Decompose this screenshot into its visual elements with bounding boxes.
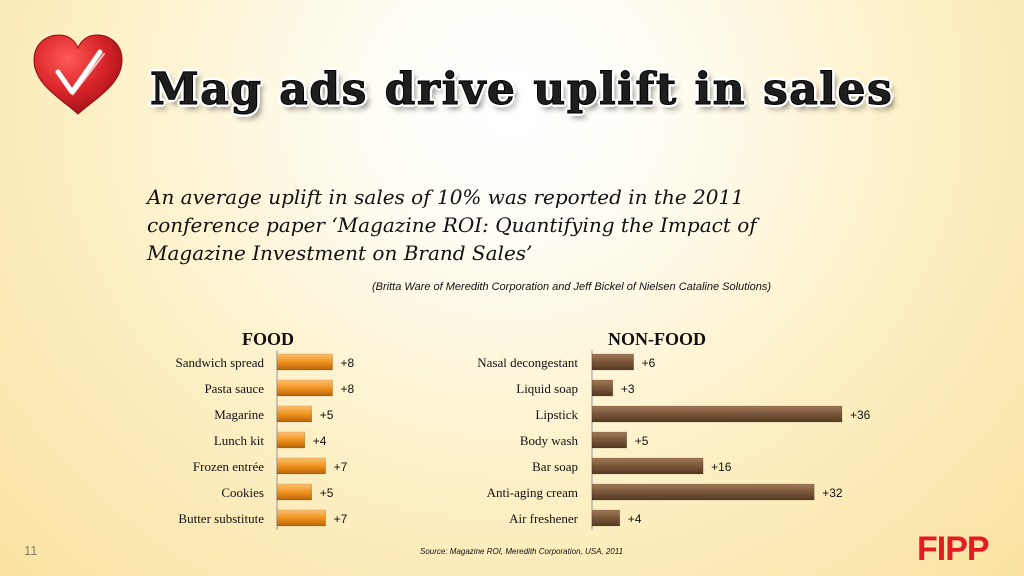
nonfood-data-label: +5 xyxy=(635,434,649,448)
source-note: Source: Magazine ROI, Meredith Corporati… xyxy=(420,547,624,556)
nonfood-category-label: Body wash xyxy=(520,433,579,448)
nonfood-category-label: Nasal decongestant xyxy=(477,355,578,370)
food-data-label: +8 xyxy=(341,382,355,396)
nonfood-data-label: +36 xyxy=(850,408,871,422)
nonfood-category-label: Bar soap xyxy=(532,459,578,474)
nonfood-bar xyxy=(591,431,627,449)
nonfood-category-label: Anti-aging cream xyxy=(487,485,578,500)
food-bar xyxy=(276,353,333,371)
food-category-label: Butter substitute xyxy=(178,511,264,526)
attribution-text: (Britta Ware of Meredith Corporation and… xyxy=(372,281,772,293)
quote-text: An average uplift in sales of 10% was re… xyxy=(147,185,757,265)
food-category-label: Pasta sauce xyxy=(204,381,264,396)
nonfood-bar xyxy=(591,509,621,527)
food-data-label: +7 xyxy=(334,512,348,526)
food-data-label: +5 xyxy=(320,408,334,422)
nonfood-category-label: Air freshener xyxy=(509,511,579,526)
nonfood-data-label: +16 xyxy=(711,460,732,474)
fipp-logo-text: FIPP xyxy=(917,530,989,566)
food-data-label: +7 xyxy=(334,460,348,474)
fipp-logo: FIPP xyxy=(917,530,990,566)
nonfood-bar xyxy=(591,483,815,501)
food-category-label: Lunch kit xyxy=(214,433,265,448)
nonfood-bar xyxy=(591,353,634,371)
nonfood-bar xyxy=(591,379,614,397)
page-number: 11 xyxy=(24,543,38,558)
food-category-label: Cookies xyxy=(221,485,264,500)
food-category-label: Frozen entrée xyxy=(193,459,264,474)
nonfood-data-label: +3 xyxy=(621,382,635,396)
food-category-label: Sandwich spread xyxy=(176,355,265,370)
nonfood-data-label: +32 xyxy=(822,486,843,500)
nonfood-category-label: Liquid soap xyxy=(516,381,578,396)
food-chart-title: FOOD xyxy=(242,329,294,349)
food-category-label: Magarine xyxy=(214,407,264,422)
food-bar xyxy=(276,483,312,501)
food-bar xyxy=(276,431,306,449)
food-bar xyxy=(276,379,333,397)
nonfood-bar xyxy=(591,405,843,423)
food-data-label: +4 xyxy=(313,434,327,448)
food-bar xyxy=(276,405,312,423)
food-bar xyxy=(276,509,326,527)
food-data-label: +8 xyxy=(341,356,355,370)
heart-checkmark-icon xyxy=(33,34,123,115)
nonfood-data-label: +4 xyxy=(628,512,642,526)
food-data-label: +5 xyxy=(320,486,334,500)
nonfood-data-label: +6 xyxy=(642,356,656,370)
nonfood-category-label: Lipstick xyxy=(535,407,578,422)
slide-title: Mag ads drive uplift in sales xyxy=(149,64,894,116)
food-bar xyxy=(276,457,326,475)
nonfood-bar xyxy=(591,457,704,475)
nonfood-chart-title: NON-FOOD xyxy=(608,329,706,349)
